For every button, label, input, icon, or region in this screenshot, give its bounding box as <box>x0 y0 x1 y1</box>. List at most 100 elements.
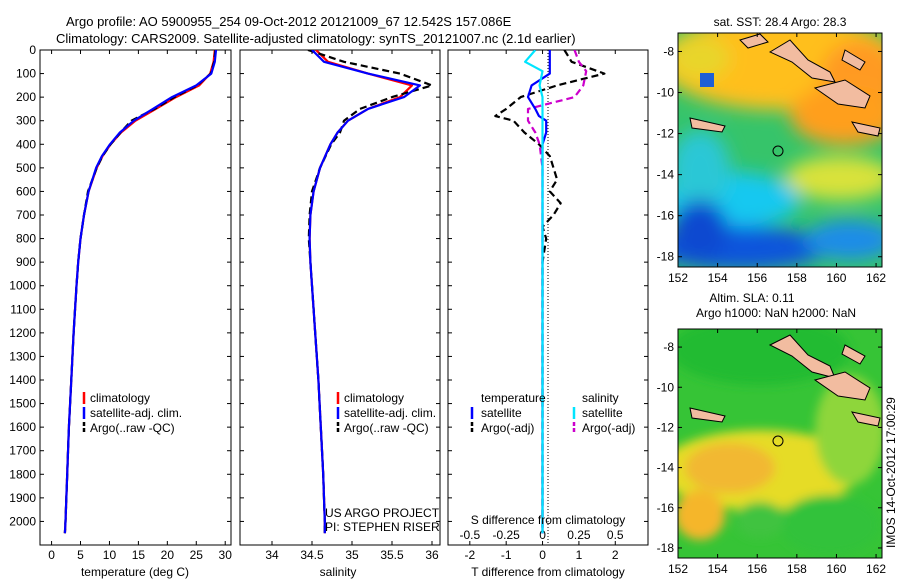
lat-tick-label: -18 <box>657 541 675 555</box>
legend-label-s-satellite: satellite <box>582 406 623 420</box>
header-title: Argo profile: AO 5900955_254 09-Oct-2012… <box>66 14 512 29</box>
difference-tick-label: 0 <box>539 548 546 562</box>
pi-label: PI: STEPHEN RISER <box>325 520 440 534</box>
sla-light-east <box>815 375 882 485</box>
temp-diff-satellite-line <box>526 50 551 534</box>
depth-axis: 0 100 200 300 400 500 600 700 800 900 1000 1100 1200… <box>9 43 231 528</box>
temperature-satellite-line <box>63 50 218 534</box>
sla-map-subtitle: Argo h1000: NaN h2000: NaN <box>696 306 856 320</box>
sst-island-ne <box>841 49 866 71</box>
depth-tick-label: 400 <box>16 137 36 151</box>
sst-map-field <box>678 33 882 267</box>
salinity-argo-line <box>307 50 434 534</box>
temperature-xlabel: temperature (deg C) <box>81 565 189 579</box>
depth-tick-label: 1500 <box>9 397 36 411</box>
depth-tick-label: 1200 <box>9 326 36 340</box>
depth-tick-label: 1600 <box>9 420 36 434</box>
temperature-tick-label: 15 <box>132 548 146 562</box>
depth-tick-label: 1000 <box>9 279 36 293</box>
depth-tick-label: 100 <box>16 67 36 81</box>
lat-tick-label: -12 <box>657 127 675 141</box>
sla-island-new-georgia <box>768 334 836 379</box>
salinity-diff-tick-label: -0.25 <box>493 528 521 542</box>
sla-map-panel: Altim. SLA: 0.11 Argo h1000: NaN h2000: … <box>657 291 887 576</box>
lon-tick-label: 158 <box>787 271 807 285</box>
salinity-tick-label: 36 <box>425 548 439 562</box>
lon-tick-label: 160 <box>826 271 846 285</box>
temperature-tick-label: 5 <box>77 548 84 562</box>
depth-tick-label: 0 <box>29 43 36 57</box>
sst-map-frame <box>677 32 883 268</box>
sla-map-title: Altim. SLA: 0.11 <box>709 291 794 305</box>
sla-lon-axis: 152 154 156 158 160 162 <box>668 329 886 576</box>
depth-tick-label: 1400 <box>9 373 36 387</box>
salinity-axes-box <box>239 49 441 546</box>
temperature-climatology-line <box>63 50 216 534</box>
depth-tick-label: 1900 <box>9 491 36 505</box>
legend-heading-temperature: temperature <box>481 391 546 405</box>
temperature-lines <box>63 50 218 534</box>
difference-tick-label: -1 <box>501 548 512 562</box>
sal-diff-satellite-line <box>523 50 544 534</box>
difference-tick-label: 2 <box>612 548 619 562</box>
depth-tick-label: 300 <box>16 114 36 128</box>
sst-yellow-east <box>785 156 882 200</box>
lat-tick-label: -14 <box>657 168 675 182</box>
lat-tick-label: -8 <box>663 44 674 58</box>
lon-tick-label: 162 <box>866 271 886 285</box>
lon-tick-label: 158 <box>787 562 807 576</box>
difference-tick-label: 1 <box>576 548 583 562</box>
salinity-tick-label: 34 <box>265 548 279 562</box>
temperature-tick-label: 0 <box>48 548 55 562</box>
sla-lat-axis: -8 -10 -12 -14 -16 -18 <box>657 340 882 555</box>
difference-lines <box>494 50 606 534</box>
depth-tick-label: 700 <box>16 208 36 222</box>
difference-legend: temperature satellite Argo(-adj) salinit… <box>470 391 635 435</box>
sst-island-new-georgia <box>768 39 836 83</box>
difference-tick-label: -2 <box>464 548 475 562</box>
sst-yellow-nw <box>678 36 730 80</box>
legend-label-t-argo: Argo(-adj) <box>481 421 534 435</box>
temp-diff-argo-line <box>494 50 606 534</box>
difference-panel: -2 -1 0 1 2 -0.5 -0.25 0 0.25 0.5 T difference fr… <box>447 49 649 579</box>
sla-patches <box>678 329 882 555</box>
lat-tick-label: -14 <box>657 461 675 475</box>
lat-tick-label: -8 <box>663 340 674 354</box>
sst-lon-axis: 152 154 156 158 160 162 <box>668 33 886 285</box>
salinity-diff-tick-label: 0 <box>539 528 546 542</box>
lon-tick-label: 162 <box>866 562 886 576</box>
depth-tick-label: 2000 <box>9 514 36 528</box>
sst-blue-south <box>678 226 830 267</box>
header-subtitle: Climatology: CARS2009. Satellite-adjuste… <box>56 31 576 46</box>
legend-heading-salinity: salinity <box>582 391 619 405</box>
legend-label-s-argo: Argo(-adj) <box>582 421 635 435</box>
depth-tick-label: 500 <box>16 161 36 175</box>
salinity-tick-label: 35 <box>345 548 359 562</box>
salinity-xlabel: salinity <box>320 565 357 579</box>
sst-nw-blue-pixel <box>700 73 714 87</box>
sst-island-small <box>739 33 769 49</box>
sst-island-makira <box>850 121 881 137</box>
salinity-y-ticks <box>240 49 440 522</box>
legend-label-climatology: climatology <box>90 391 150 405</box>
temperature-tick-label: 25 <box>190 548 204 562</box>
sst-argo-marker <box>772 145 784 157</box>
salinity-tick-label: 35.5 <box>380 548 404 562</box>
sal-diff-argo-line <box>526 50 588 534</box>
salinity-legend: climatology satellite-adj. clim. Argo(..… <box>336 391 436 435</box>
sst-lat-axis: -8 -10 -12 -14 -16 -18 <box>657 44 882 264</box>
lon-tick-label: 160 <box>826 562 846 576</box>
sst-blue-se <box>805 220 882 260</box>
sla-map-frame <box>677 328 883 559</box>
lon-tick-label: 154 <box>708 271 728 285</box>
salinity-diff-tick-label: -0.5 <box>459 528 480 542</box>
depth-tick-label: 200 <box>16 90 36 104</box>
salinity-panel: 34 34.5 35 35.5 36 salinity climatology sate… <box>239 49 441 579</box>
lon-tick-label: 152 <box>668 271 688 285</box>
salinity-diff-tick-label: 0.5 <box>607 528 624 542</box>
temperature-tick-label: 10 <box>103 548 117 562</box>
difference-xlabel-salinity: S difference from climatology <box>471 513 626 527</box>
sla-green-patch <box>735 502 785 538</box>
salinity-tick-label: 34.5 <box>300 548 324 562</box>
depth-tick-label: 800 <box>16 232 36 246</box>
